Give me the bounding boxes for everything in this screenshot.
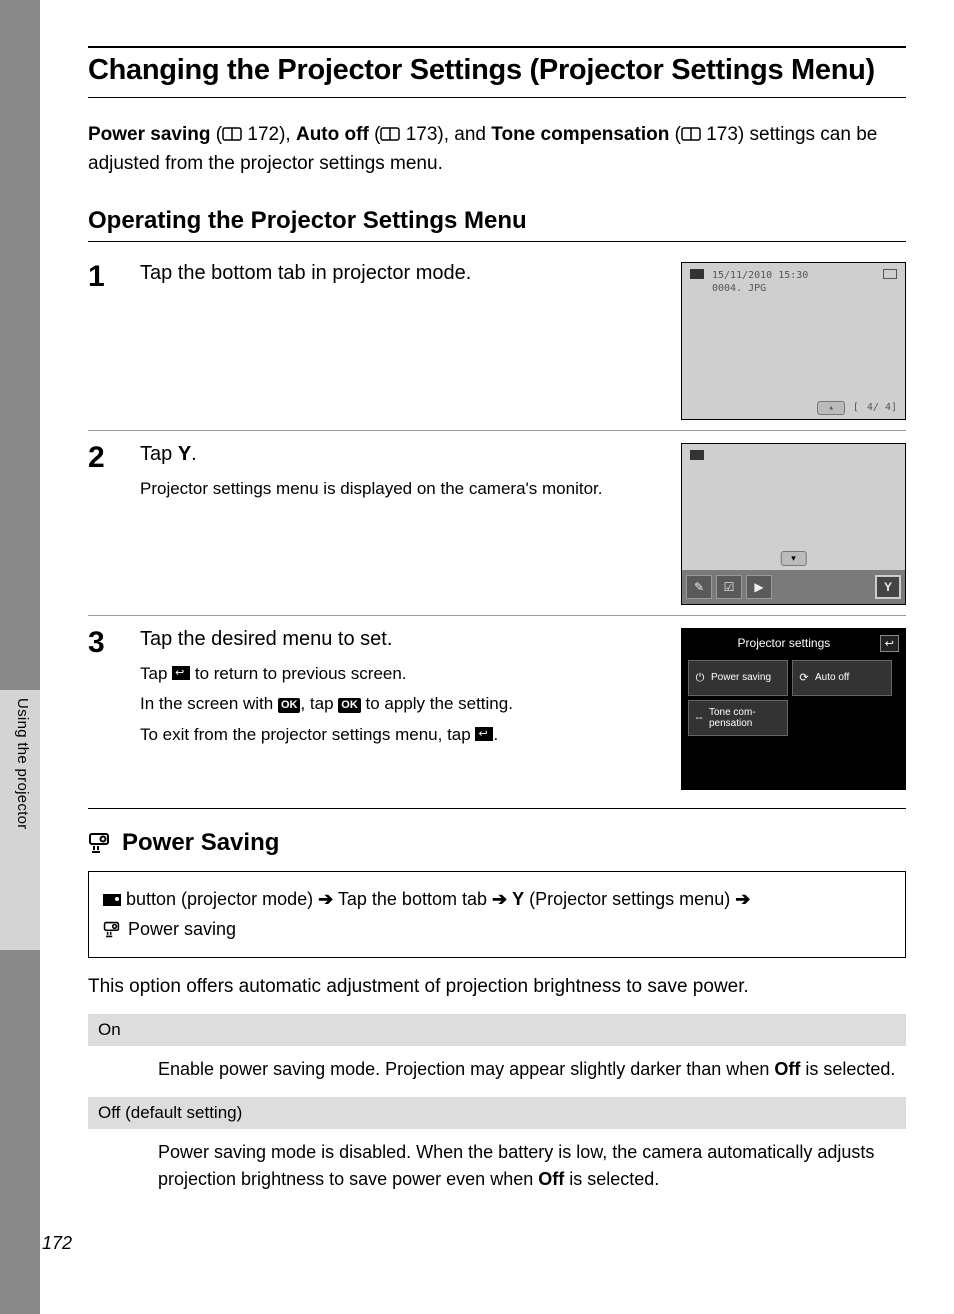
lcd1-filename: 0004. JPG	[712, 283, 766, 294]
option-off: Off (default setting) Power saving mode …	[88, 1097, 906, 1207]
lcd3-back-button[interactable]: ↩	[880, 635, 899, 652]
menu-power-saving[interactable]: ⏻ Power saving	[688, 660, 788, 696]
step-3-number: 3	[88, 628, 120, 790]
ok-icon: OK	[338, 698, 361, 713]
toolbar-draw-icon[interactable]: ✎	[686, 575, 712, 599]
arrow-icon: ➔	[492, 889, 507, 909]
option-off-label: Off (default setting)	[88, 1097, 906, 1129]
lcd3-title: Projector settings	[688, 636, 880, 650]
menu-auto-off[interactable]: ⟳ Auto off	[792, 660, 892, 696]
lcd-screen-3: Projector settings ↩ ⏻ Power saving ⟳ Au…	[681, 628, 906, 790]
option-on-body: Enable power saving mode. Projection may…	[88, 1046, 906, 1097]
step-3: 3 Tap the desired menu to set. Tap to re…	[88, 615, 906, 790]
return-icon	[475, 727, 493, 741]
crumb-p4: Power saving	[123, 919, 236, 939]
menu-power-saving-label: Power saving	[711, 672, 771, 683]
title-rule-top	[88, 46, 906, 48]
lcd1-bracket: [	[853, 402, 859, 413]
intro-auto-off: Auto off	[296, 124, 369, 145]
ref-172: 172	[247, 124, 279, 145]
lcd2-toolbar: ✎ ☑ ▶ Y	[682, 570, 905, 604]
book-icon	[222, 127, 242, 141]
step-3-line-3: To exit from the projector settings menu…	[140, 722, 661, 748]
power-saving-description: This option offers automatic adjustment …	[88, 976, 906, 998]
crumb-p3: (Projector settings menu)	[524, 889, 735, 909]
projector-plug-icon: ⏻	[693, 672, 707, 684]
projector-plug-icon	[88, 832, 114, 854]
power-saving-heading: Power Saving	[88, 829, 906, 857]
step-1: 1 Tap the bottom tab in projector mode. …	[88, 262, 906, 420]
section-divider	[88, 808, 906, 809]
intro-paragraph: Power saving ( 172), Auto off ( 173), an…	[88, 120, 906, 179]
lcd1-date: 15/11/2010 15:30	[712, 270, 808, 281]
return-icon	[172, 666, 190, 680]
projector-mode-icon	[690, 450, 704, 460]
menu-tone-comp-label: Tone com­pensation	[709, 707, 783, 729]
tone-dashes-icon: --	[693, 712, 705, 724]
quality-icon	[883, 269, 897, 279]
wrench-icon: Y	[512, 889, 524, 909]
book-icon	[681, 127, 701, 141]
up-tab-button[interactable]: ▴	[817, 401, 844, 415]
option-off-body: Power saving mode is disabled. When the …	[88, 1129, 906, 1207]
power-saving-heading-text: Power Saving	[122, 829, 279, 857]
options-table: On Enable power saving mode. Projection …	[88, 1014, 906, 1207]
step-1-number: 1	[88, 262, 120, 420]
step-2-inst-b: .	[191, 443, 197, 465]
toolbar-settings-icon[interactable]: Y	[875, 575, 901, 599]
operating-subtitle: Operating the Projector Settings Menu	[88, 207, 906, 235]
lcd-screen-2: ▾ ✎ ☑ ▶ Y	[681, 443, 906, 605]
step-1-instruction: Tap the bottom tab in projector mode.	[140, 262, 661, 285]
lcd-screen-1: 15/11/2010 15:30 0004. JPG ▴ [ 4/ 4]	[681, 262, 906, 420]
step-3-instruction: Tap the desired menu to set.	[140, 628, 661, 651]
toolbar-play-icon[interactable]: ▶	[746, 575, 772, 599]
lcd1-counter: 4/ 4]	[867, 402, 897, 413]
ok-icon: OK	[278, 698, 301, 713]
book-icon	[380, 127, 400, 141]
projector-mode-icon	[690, 269, 704, 279]
toolbar-retouch-icon[interactable]: ☑	[716, 575, 742, 599]
option-on-label: On	[88, 1014, 906, 1046]
step-2-inst-a: Tap	[140, 443, 178, 465]
projector-button-icon	[103, 894, 121, 906]
subtitle-rule	[88, 241, 906, 242]
intro-power-saving: Power saving	[88, 124, 211, 145]
side-section-label: Using the projector	[14, 698, 31, 830]
ref-173b: 173	[706, 124, 738, 145]
arrow-icon: ➔	[735, 889, 750, 909]
step-3-line-1: Tap to return to previous screen.	[140, 661, 661, 687]
menu-auto-off-label: Auto off	[815, 672, 849, 683]
page-number: 172	[42, 1233, 72, 1254]
manual-page: Changing the Projector Settings (Project…	[40, 0, 954, 1314]
timer-icon: ⟳	[797, 672, 811, 684]
breadcrumb-box: button (projector mode) ➔ Tap the bottom…	[88, 871, 906, 958]
step-2-instruction: Tap Y.	[140, 443, 661, 466]
lcd1-header-text: 15/11/2010 15:30 0004. JPG	[712, 269, 808, 295]
projector-plug-icon	[103, 921, 123, 938]
title-rule-bottom	[88, 97, 906, 98]
step-2: 2 Tap Y. Projector settings menu is disp…	[88, 430, 906, 605]
crumb-p1: button (projector mode)	[121, 889, 318, 909]
option-on: On Enable power saving mode. Projection …	[88, 1014, 906, 1097]
step-3-line-2: In the screen with OK, tap OK to apply t…	[140, 691, 661, 717]
menu-tone-compensation[interactable]: -- Tone com­pensation	[688, 700, 788, 736]
crumb-p2: Tap the bottom tab	[338, 889, 492, 909]
step-2-number: 2	[88, 443, 120, 605]
arrow-icon: ➔	[318, 889, 333, 909]
page-title: Changing the Projector Settings (Project…	[88, 54, 906, 87]
intro-tone-comp: Tone compensation	[491, 124, 669, 145]
down-tab-button[interactable]: ▾	[780, 551, 807, 566]
ref-173a: 173	[406, 124, 438, 145]
wrench-icon: Y	[178, 443, 191, 465]
step-2-sub: Projector settings menu is displayed on …	[140, 476, 661, 502]
